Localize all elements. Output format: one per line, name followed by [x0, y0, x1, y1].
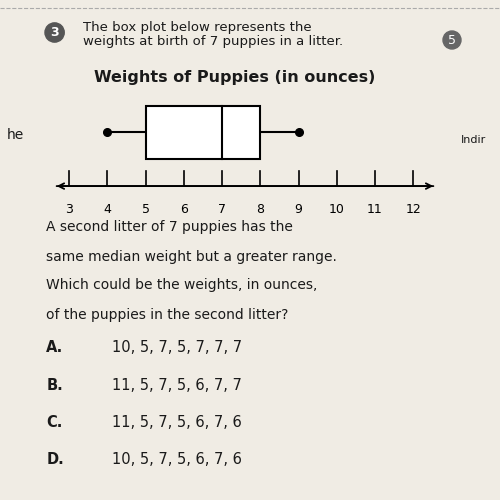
Text: he: he: [6, 128, 24, 142]
Text: 4: 4: [104, 203, 112, 216]
Text: 11: 11: [367, 203, 383, 216]
Text: B.: B.: [46, 378, 63, 392]
Text: 6: 6: [180, 203, 188, 216]
Text: Which could be the weights, in ounces,: Which could be the weights, in ounces,: [46, 278, 318, 292]
Text: weights at birth of 7 puppies in a litter.: weights at birth of 7 puppies in a litte…: [84, 34, 344, 48]
Text: 8: 8: [256, 203, 264, 216]
Text: same median weight but a greater range.: same median weight but a greater range.: [46, 250, 338, 264]
Text: 3: 3: [50, 26, 59, 39]
Text: Weights of Puppies (in ounces): Weights of Puppies (in ounces): [94, 70, 376, 85]
Text: 5: 5: [142, 203, 150, 216]
Bar: [146, 106, 260, 158]
Text: C.: C.: [46, 415, 63, 430]
Text: 10, 5, 7, 5, 6, 7, 6: 10, 5, 7, 5, 6, 7, 6: [112, 452, 242, 468]
Text: 7: 7: [218, 203, 226, 216]
Text: 9: 9: [294, 203, 302, 216]
Text: 11, 5, 7, 5, 6, 7, 6: 11, 5, 7, 5, 6, 7, 6: [112, 415, 242, 430]
Text: 12: 12: [406, 203, 421, 216]
Text: D.: D.: [46, 452, 64, 468]
Text: The box plot below represents the: The box plot below represents the: [84, 21, 312, 34]
Text: 10: 10: [329, 203, 344, 216]
Text: 11, 5, 7, 5, 6, 7, 7: 11, 5, 7, 5, 6, 7, 7: [112, 378, 242, 392]
Text: A second litter of 7 puppies has the: A second litter of 7 puppies has the: [46, 220, 294, 234]
Text: of the puppies in the second litter?: of the puppies in the second litter?: [46, 308, 289, 322]
Text: A.: A.: [46, 340, 64, 355]
Text: 3: 3: [65, 203, 73, 216]
Text: 5: 5: [448, 34, 456, 46]
Text: 10, 5, 7, 5, 7, 7, 7: 10, 5, 7, 5, 7, 7, 7: [112, 340, 242, 355]
Text: Indir: Indir: [461, 135, 486, 145]
